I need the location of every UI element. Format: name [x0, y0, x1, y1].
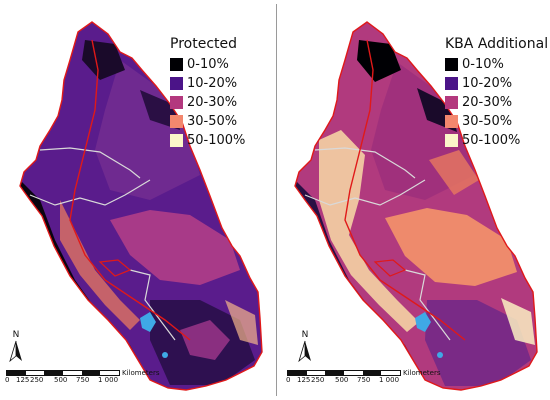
legend-kba-additional: KBA Additional 0-10% 10-20% 20-30% 30-50…: [445, 36, 548, 150]
north-label: N: [12, 330, 20, 340]
legend-item: 0-10%: [445, 55, 548, 74]
map-landmass: [20, 22, 262, 390]
scale-labels: 0 125 250 500 750 1 000: [5, 376, 156, 385]
scale-unit: Kilometers: [403, 369, 441, 377]
scale-bar: 0 125 250 500 750 1 000 Kilometers: [5, 369, 160, 385]
north-label: N: [301, 330, 309, 340]
legend-item: 20-30%: [170, 93, 245, 112]
legend-swatch: [445, 58, 458, 71]
legend-item: 20-30%: [445, 93, 548, 112]
legend-item: 10-20%: [170, 74, 245, 93]
scale-bar: 0 125 250 500 750 1 000 Kilometers: [286, 369, 441, 385]
scale-labels: 0 125 250 500 750 1 000: [286, 376, 437, 385]
north-arrow-icon: [9, 340, 22, 363]
legend-item: 50-100%: [170, 131, 245, 150]
north-arrow-icon: [298, 340, 311, 363]
lake: [162, 352, 168, 358]
legend-label: 50-100%: [462, 133, 521, 148]
legend-label: 0-10%: [462, 57, 504, 72]
north-arrow: N: [8, 330, 24, 365]
scale-tick-label: 1 000: [379, 376, 400, 384]
scale-tick-label: 500: [54, 376, 68, 384]
lake-titicaca: [415, 312, 431, 332]
legend-label: 20-30%: [187, 95, 238, 110]
scale-bar-graphic: [287, 370, 401, 376]
country-border: [404, 269, 451, 341]
scale-tick-label: 0: [286, 376, 291, 384]
scale-bar-graphic: [6, 370, 120, 376]
legend-item: 50-100%: [445, 131, 548, 150]
scale-tick-label: 125: [297, 376, 311, 384]
legend-item: 30-50%: [170, 112, 245, 131]
legend-label: 50-100%: [187, 133, 246, 148]
north-arrow: N: [297, 330, 313, 365]
legend-label: 30-50%: [187, 114, 238, 129]
lake-titicaca: [140, 312, 156, 332]
scale-tick-label: 0: [5, 376, 10, 384]
scale-tick-label: 1 000: [98, 376, 119, 384]
scale-tick-label: 125: [16, 376, 30, 384]
country-border: [304, 179, 426, 206]
map-landmass: [295, 22, 537, 390]
panel-divider: [276, 4, 277, 396]
country-border: [29, 179, 151, 206]
scale-tick-label: 250: [30, 376, 44, 384]
lake: [437, 352, 443, 358]
scale-tick-label: 250: [311, 376, 325, 384]
region-boundary: [98, 259, 132, 277]
map-panel-protected: Protected 0-10% 10-20% 20-30% 30-50% 50-…: [5, 21, 263, 391]
legend-swatch: [445, 115, 458, 128]
map-panel-kba-additional: KBA Additional 0-10% 10-20% 20-30% 30-50…: [279, 0, 550, 400]
legend-item: 10-20%: [445, 74, 548, 93]
legend-label: 30-50%: [462, 114, 513, 129]
legend-item: 0-10%: [170, 55, 245, 74]
legend-swatch: [445, 77, 458, 90]
region-boundary: [69, 39, 191, 341]
legend-swatch: [170, 77, 183, 90]
legend-label: 10-20%: [462, 76, 513, 91]
legend-title: KBA Additional: [445, 36, 549, 52]
legend-item: 30-50%: [445, 112, 548, 131]
scale-tick-label: 750: [76, 376, 90, 384]
map-kba-additional: [294, 21, 538, 391]
legend-swatch: [170, 58, 183, 71]
legend-title: Protected: [170, 36, 237, 52]
scale-tick-label: 500: [335, 376, 349, 384]
legend-label: 10-20%: [187, 76, 238, 91]
region-boundary: [344, 39, 466, 341]
region-boundary: [373, 259, 407, 277]
country-border: [314, 147, 416, 179]
legend-protected: Protected 0-10% 10-20% 20-30% 30-50% 50-…: [170, 36, 245, 150]
scale-unit: Kilometers: [122, 369, 160, 377]
country-border: [39, 147, 141, 179]
country-border: [129, 269, 176, 341]
legend-label: 20-30%: [462, 95, 513, 110]
legend-swatch: [170, 96, 183, 109]
legend-label: 0-10%: [187, 57, 229, 72]
legend-swatch: [170, 115, 183, 128]
legend-swatch: [445, 96, 458, 109]
legend-swatch: [170, 134, 183, 147]
legend-swatch: [445, 134, 458, 147]
scale-tick-label: 750: [357, 376, 371, 384]
